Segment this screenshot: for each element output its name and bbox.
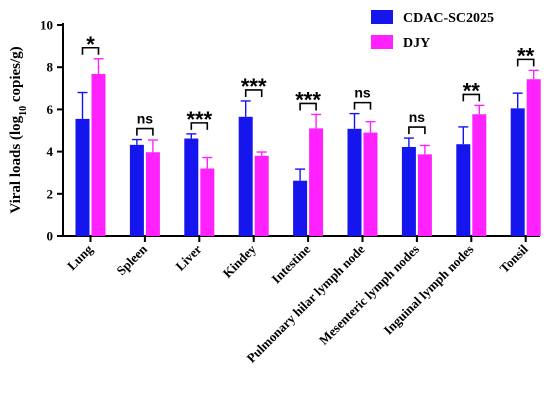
svg-text:Viral loads (log10 copies/g): Viral loads (log10 copies/g) (8, 46, 29, 213)
bar-cdac (293, 180, 308, 236)
significance-label: *** (186, 107, 212, 132)
bar-djy (309, 128, 324, 236)
significance-label: ** (463, 78, 481, 103)
x-tick-label: Intestine (268, 241, 313, 286)
y-axis-label-suffix: copies/g) (8, 46, 24, 106)
x-tick-label: Tonsil (497, 241, 532, 276)
x-tick-label: Lung (64, 241, 96, 273)
y-tick-label: 2 (47, 186, 54, 201)
bar-cdac (510, 108, 525, 236)
significance-label: ** (517, 43, 535, 68)
x-tick-label: Mesenteric lymph nodes (316, 242, 422, 348)
plot-area: 0246810*LungnsSpleen***Liver***Kindey***… (40, 18, 541, 366)
x-tick-label: Kindey (220, 241, 260, 281)
bar-cdac (129, 144, 144, 236)
bar-cdac (401, 146, 416, 236)
significance-bracket (190, 122, 209, 130)
x-tick-label: Spleen (113, 241, 150, 278)
x-tick-label: Liver (172, 241, 204, 273)
legend: CDAC-SC2025 DJY (371, 10, 494, 51)
x-tick-label-group: Tonsil (497, 241, 532, 276)
significance-bracket (462, 93, 481, 102)
x-tick-label-group: Kindey (220, 241, 260, 281)
bar-djy (91, 73, 106, 237)
bar-cdac (184, 138, 199, 236)
significance-label: ns (354, 85, 371, 101)
significance-label: *** (295, 87, 321, 112)
x-tick-label-group: Inguinal lymph nodes (380, 242, 476, 338)
significance-bracket (136, 127, 154, 136)
legend-label: DJY (403, 36, 430, 51)
significance-bracket (516, 58, 535, 67)
bar-cdac (238, 116, 253, 236)
bar-djy (145, 152, 160, 236)
y-axis-label: Viral loads (log10 copies/g) (8, 46, 29, 213)
significance-bracket (353, 101, 372, 110)
bar-cdac (347, 128, 362, 236)
legend-swatch (371, 35, 393, 49)
x-tick-label-group: Liver (172, 241, 204, 273)
bar-djy (200, 168, 215, 236)
y-tick-label: 4 (47, 144, 54, 159)
bar-cdac (75, 118, 90, 236)
x-tick-label-group: Lung (64, 241, 96, 273)
bar-djy (472, 114, 487, 236)
legend-label: CDAC-SC2025 (403, 11, 494, 26)
bar-djy (363, 132, 378, 236)
x-tick-label-group: Mesenteric lymph nodes (316, 242, 422, 348)
y-tick-label: 8 (47, 60, 54, 75)
x-tick-label: Inguinal lymph nodes (380, 242, 476, 338)
significance-bracket (81, 46, 100, 55)
y-tick-label: 6 (47, 102, 54, 117)
significance-label: *** (241, 74, 267, 99)
bar-djy (526, 79, 541, 237)
y-tick-label: 10 (40, 18, 53, 33)
significance-label: ns (409, 109, 426, 125)
x-tick-label-group: Intestine (268, 241, 313, 286)
y-axis-label-subscript: 10 (18, 106, 29, 116)
x-tick-label-group: Spleen (113, 241, 150, 278)
significance-bracket (244, 89, 263, 97)
significance-label: * (86, 32, 95, 57)
bar-djy (254, 155, 269, 236)
y-axis-label-prefix: Viral loads (log (8, 115, 24, 213)
bar-djy (417, 154, 432, 236)
significance-bracket (299, 102, 317, 111)
y-tick-label: 0 (47, 229, 54, 244)
significance-label: ns (137, 111, 154, 127)
legend-swatch (371, 10, 393, 24)
bar-cdac (456, 144, 471, 236)
significance-bracket (408, 126, 426, 135)
